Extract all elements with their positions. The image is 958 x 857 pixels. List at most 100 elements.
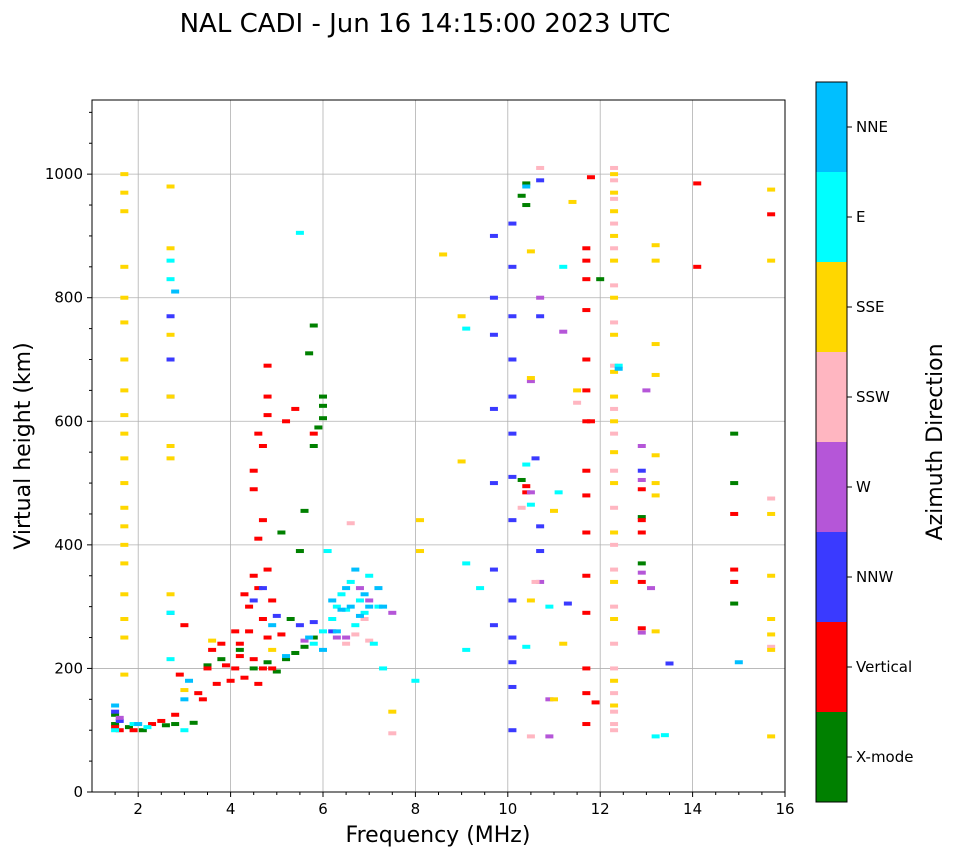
data-point: [651, 481, 660, 486]
data-point: [610, 363, 619, 368]
data-point: [416, 549, 425, 554]
data-point: [111, 722, 120, 727]
data-point: [734, 660, 743, 665]
data-point: [489, 406, 498, 411]
data-point: [120, 617, 129, 621]
data-point: [309, 444, 318, 448]
data-point: [568, 199, 577, 204]
data-point: [231, 666, 240, 671]
data-point: [610, 190, 619, 195]
data-point: [730, 567, 739, 572]
data-point: [258, 444, 267, 448]
data-point: [508, 598, 517, 603]
data-point: [249, 487, 258, 492]
data-point: [166, 592, 175, 597]
data-point: [637, 518, 646, 523]
data-point: [411, 678, 420, 683]
colorbar-tick-label: NNE: [856, 118, 888, 136]
x-axis-label: Frequency (MHz): [346, 823, 531, 848]
data-point: [610, 233, 619, 238]
data-point: [351, 567, 360, 572]
data-point: [610, 505, 619, 510]
data-point: [221, 663, 230, 668]
data-point: [365, 638, 374, 643]
data-point: [309, 635, 318, 640]
data-point: [550, 508, 558, 513]
data-point: [342, 607, 351, 612]
data-point: [610, 178, 619, 183]
data-point: [171, 712, 180, 717]
data-point: [610, 468, 619, 473]
colorbar-tick-label: X-mode: [856, 748, 913, 766]
colorbar-label: Azimuth Direction: [923, 343, 948, 540]
data-point: [319, 394, 327, 399]
data-point: [610, 604, 619, 609]
data-point: [610, 258, 619, 263]
colorbar-segment: [816, 712, 847, 802]
data-point: [610, 172, 619, 177]
data-point: [319, 416, 327, 421]
data-point: [249, 573, 258, 578]
data-point: [249, 666, 258, 671]
data-point: [651, 342, 660, 347]
data-point: [212, 681, 221, 686]
data-point: [355, 598, 364, 603]
data-point: [610, 666, 619, 671]
data-point: [277, 632, 286, 637]
data-point: [111, 703, 120, 708]
data-point: [138, 728, 147, 733]
data-point: [660, 733, 669, 738]
y-tick-label: 0: [73, 783, 83, 801]
data-point: [282, 657, 291, 662]
data-point: [526, 734, 535, 739]
x-tick-label: 10: [498, 800, 517, 818]
y-tick-label: 400: [54, 536, 83, 554]
data-point: [462, 647, 471, 652]
data-point: [489, 481, 498, 486]
data-point: [526, 490, 535, 495]
data-point: [559, 641, 568, 646]
data-point: [508, 474, 517, 479]
data-point: [610, 394, 619, 399]
data-point: [508, 314, 517, 319]
data-point: [767, 258, 776, 263]
data-point: [379, 604, 388, 609]
data-point: [249, 657, 258, 662]
data-point: [263, 363, 272, 368]
data-point: [291, 650, 300, 655]
data-point: [582, 691, 591, 696]
data-point: [526, 379, 535, 384]
data-point: [268, 598, 277, 603]
data-point: [231, 629, 240, 634]
data-point: [295, 549, 304, 554]
data-point: [489, 295, 498, 300]
data-point: [254, 586, 263, 591]
data-point: [286, 617, 295, 621]
data-point: [531, 579, 540, 584]
data-point: [545, 604, 554, 609]
data-point: [462, 326, 471, 331]
data-point: [263, 413, 272, 418]
colorbar-tick-label: SSW: [856, 388, 890, 406]
data-point: [388, 731, 397, 736]
data-point: [258, 666, 267, 671]
data-point: [351, 623, 360, 628]
data-point: [582, 277, 591, 282]
data-point: [374, 604, 383, 609]
colorbar-tick-label: E: [856, 208, 865, 226]
data-point: [536, 165, 545, 170]
data-point: [166, 277, 175, 282]
chart-title: NAL CADI - Jun 16 14:15:00 2023 UTC: [180, 9, 671, 39]
data-point: [254, 431, 263, 436]
data-point: [545, 734, 554, 739]
data-point: [489, 623, 498, 628]
data-point: [120, 172, 129, 177]
data-point: [120, 456, 129, 461]
data-point: [522, 490, 531, 495]
data-point: [522, 184, 531, 189]
data-point: [342, 586, 351, 591]
data-point: [536, 579, 545, 584]
data-point: [208, 647, 217, 652]
data-point: [610, 431, 619, 436]
